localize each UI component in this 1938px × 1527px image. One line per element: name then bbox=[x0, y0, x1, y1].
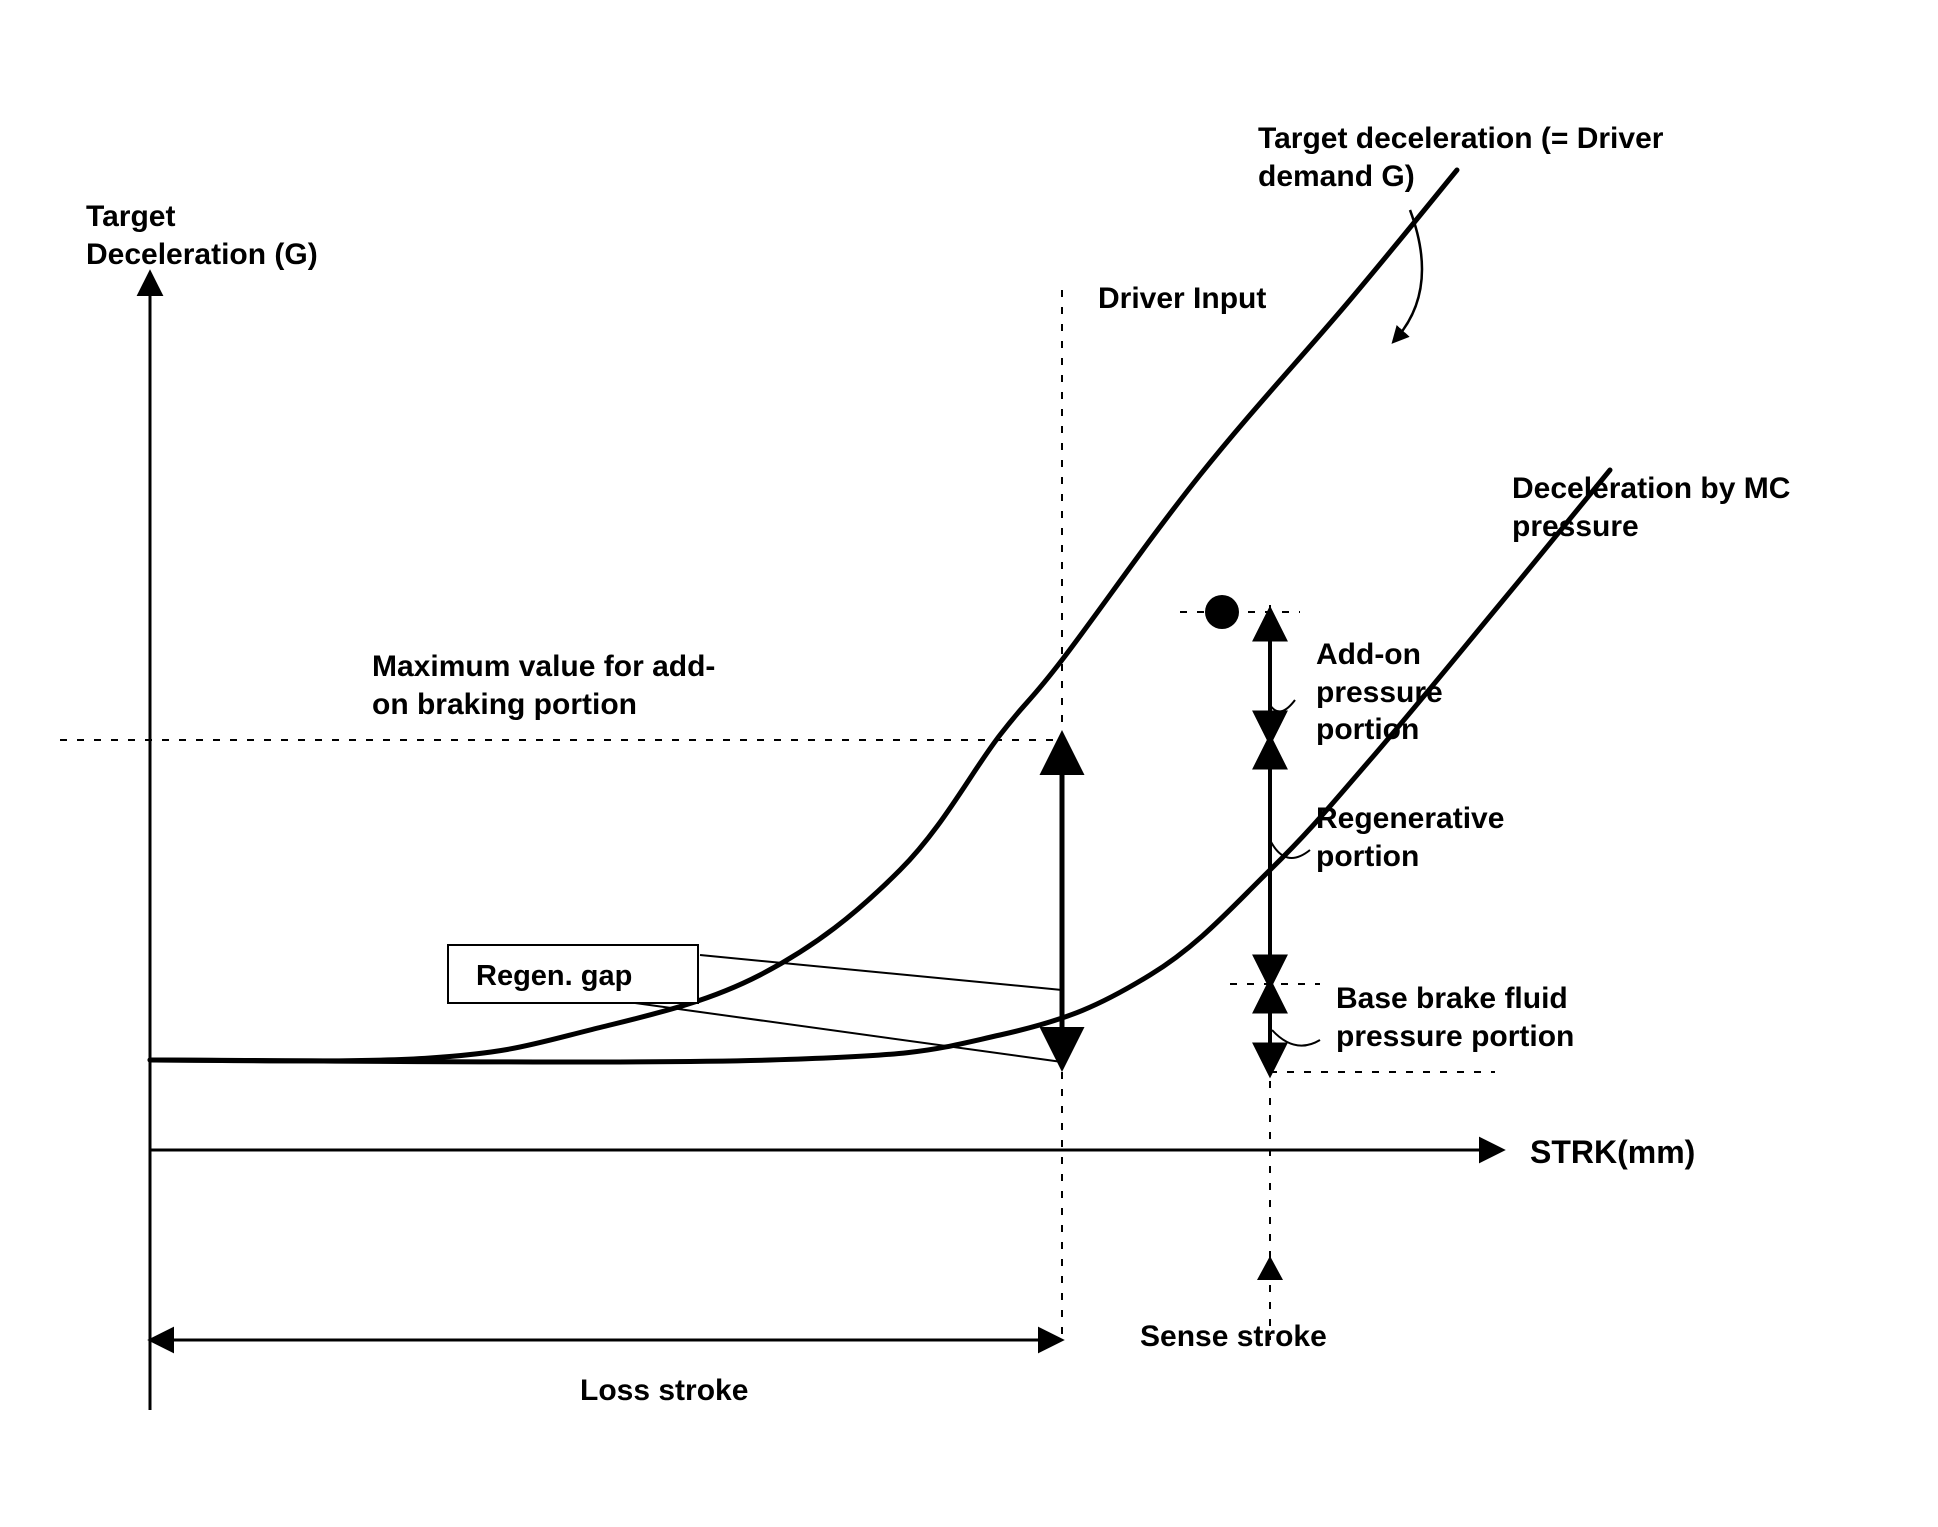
dashed-lines bbox=[60, 290, 1495, 1340]
label-regen-portion: Regenerative portion bbox=[1316, 800, 1504, 875]
curves bbox=[150, 170, 1610, 1062]
label-addon-portion: Add-on pressure portion bbox=[1316, 636, 1443, 749]
label-regen-gap: Regen. gap bbox=[476, 958, 632, 994]
label-x-axis: STRK(mm) bbox=[1530, 1132, 1695, 1172]
label-base-portion: Base brake fluid pressure portion bbox=[1336, 980, 1574, 1055]
arrows bbox=[158, 210, 1422, 1340]
label-sense-stroke: Sense stroke bbox=[1140, 1318, 1327, 1356]
label-target-deceleration-title: Target deceleration (= Driver demand G) bbox=[1258, 120, 1663, 195]
label-driver-input: Driver Input bbox=[1098, 280, 1266, 318]
label-y-axis: Target Deceleration (G) bbox=[86, 198, 318, 273]
diagram-container: Target deceleration (= Driver demand G) … bbox=[0, 0, 1938, 1527]
label-loss-stroke: Loss stroke bbox=[580, 1372, 748, 1410]
label-mc-pressure: Deceleration by MC pressure bbox=[1512, 470, 1790, 545]
label-max-addon: Maximum value for add- on braking portio… bbox=[372, 648, 715, 723]
